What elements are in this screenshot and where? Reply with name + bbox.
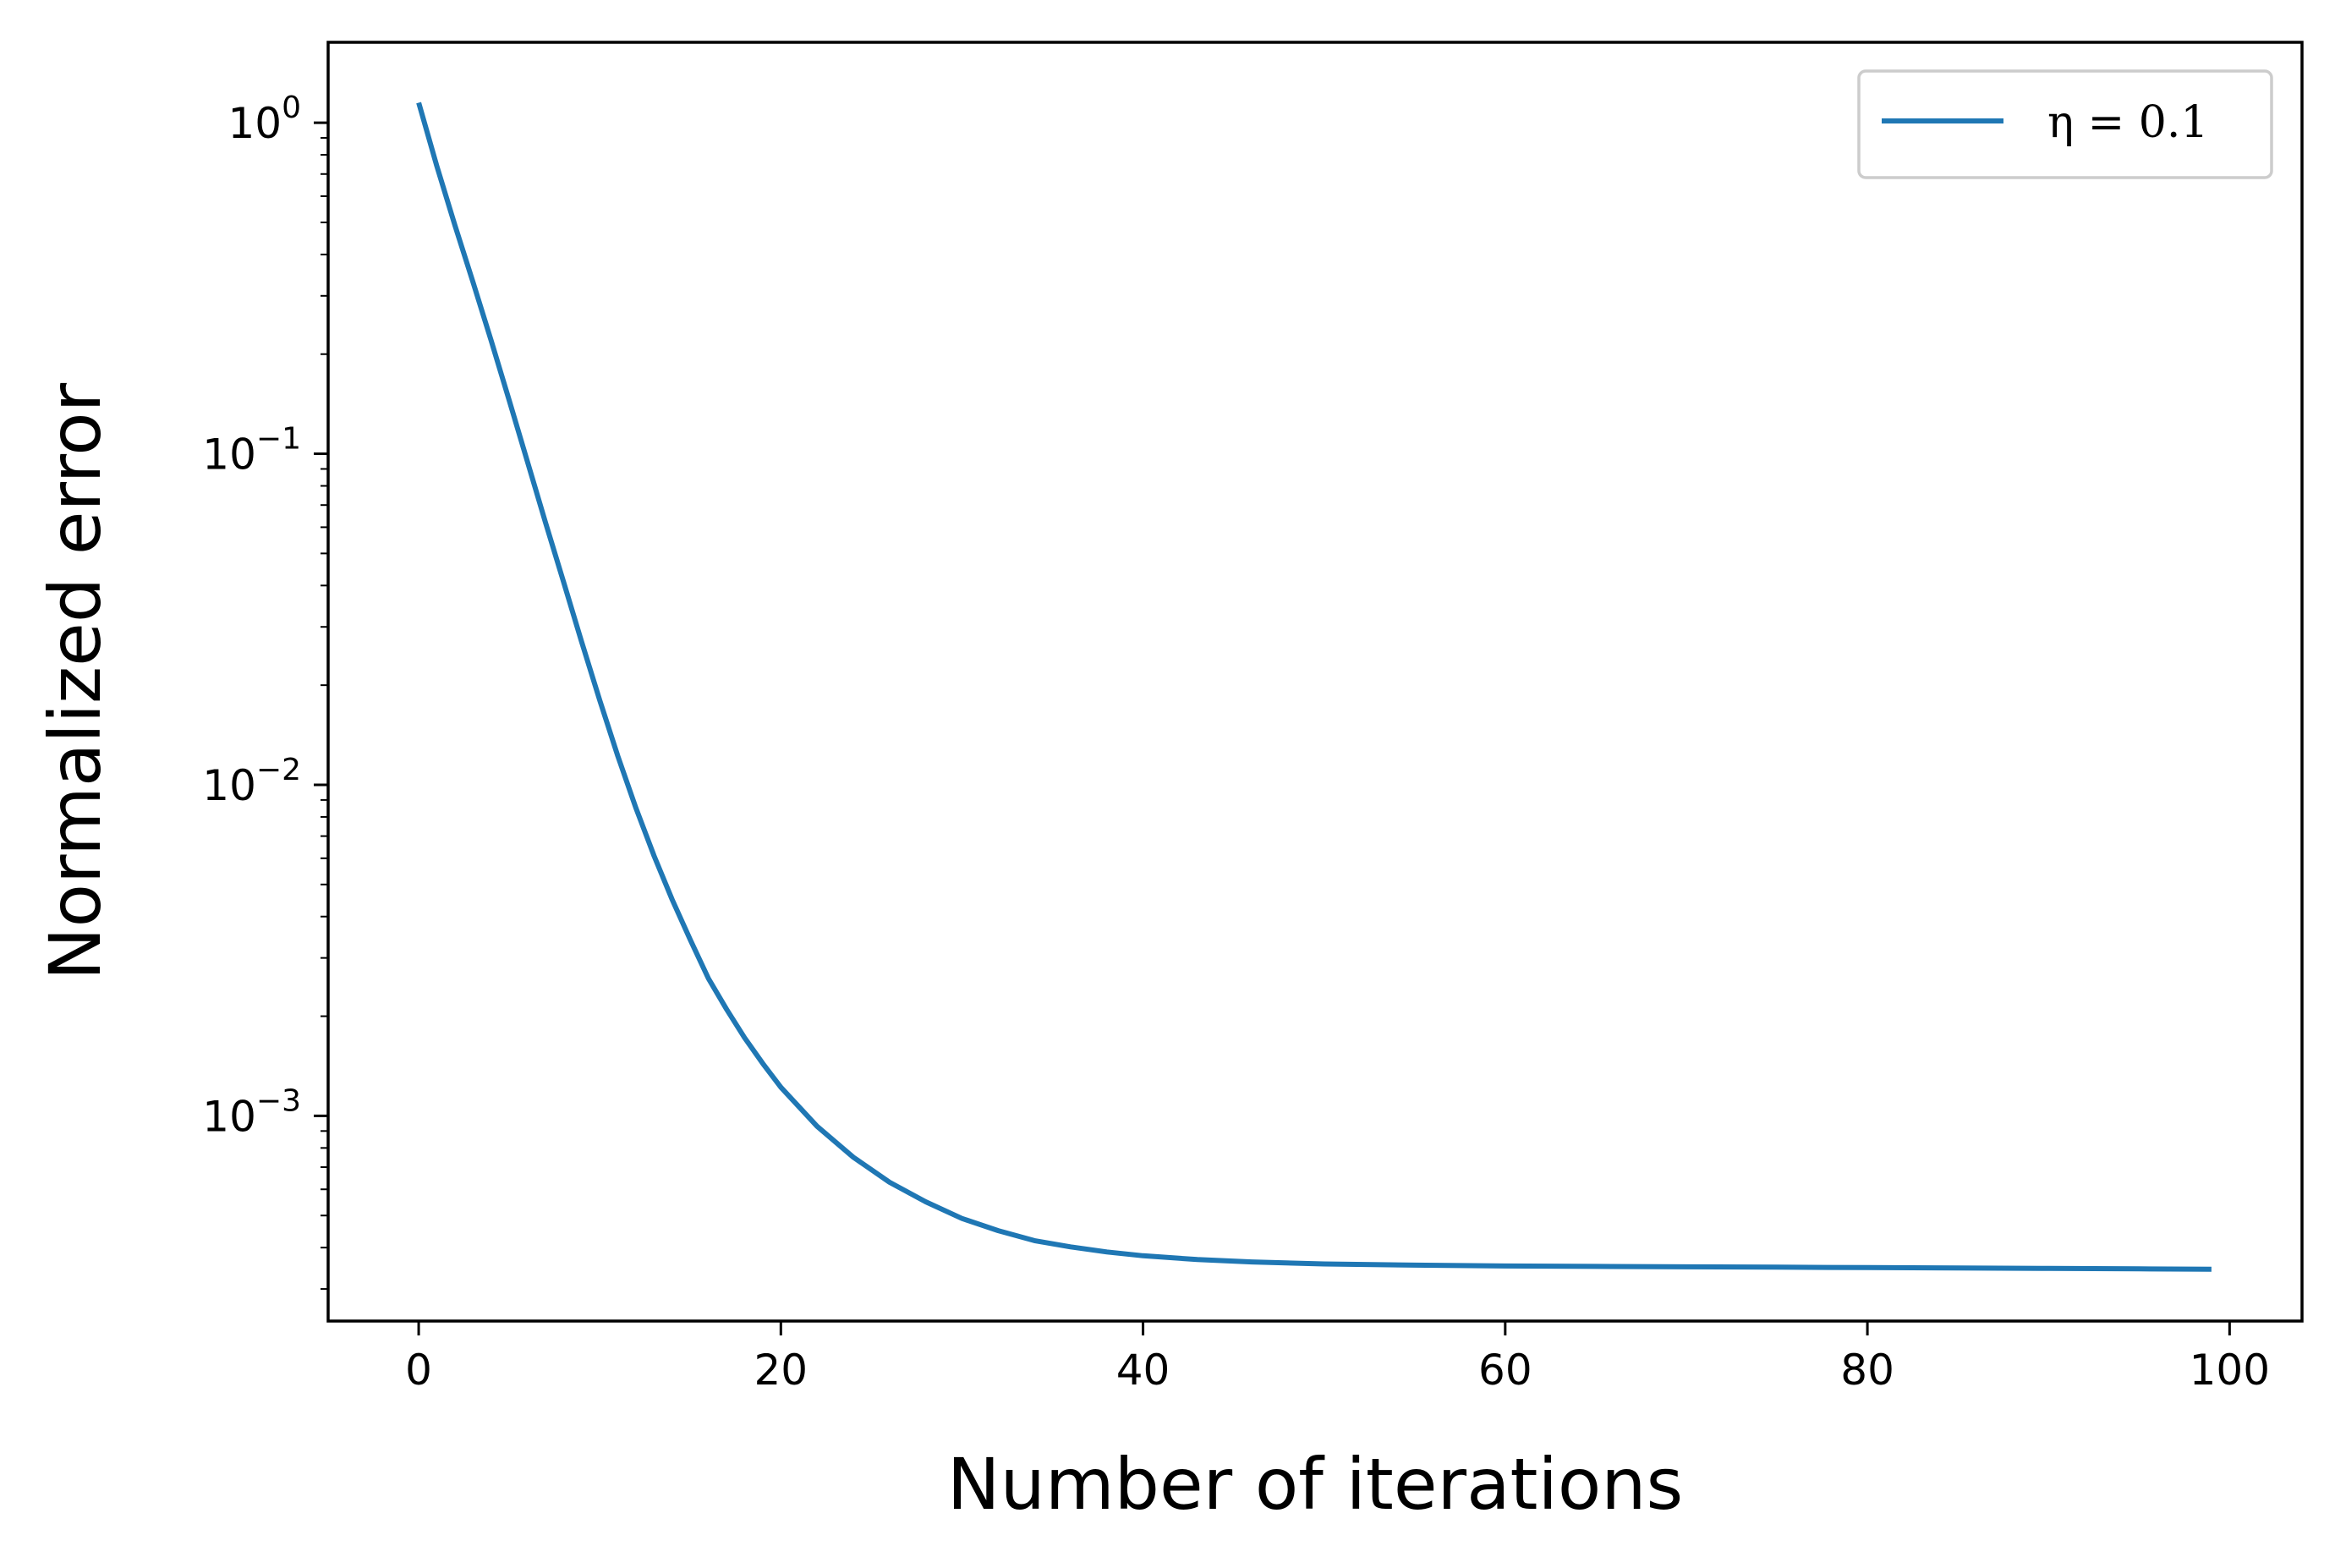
legend-label: η = 0.1 bbox=[2047, 97, 2208, 148]
y-tick-exponent: −1 bbox=[256, 422, 301, 457]
plot-area bbox=[328, 42, 2302, 1321]
y-axis-title: Normalized error bbox=[34, 382, 117, 980]
y-tick-label: 10−2 bbox=[202, 753, 301, 810]
x-tick-label: 20 bbox=[754, 1346, 808, 1395]
series-layer bbox=[416, 101, 2212, 1272]
y-tick-exponent: −2 bbox=[256, 753, 301, 787]
y-tick-base: 10 bbox=[202, 1092, 256, 1141]
series-line bbox=[416, 101, 2212, 1272]
y-tick-exponent: 0 bbox=[282, 90, 301, 125]
y-tick-label: 10−3 bbox=[202, 1083, 301, 1141]
y-tick-base: 10 bbox=[202, 761, 256, 810]
legend: η = 0.1 bbox=[1857, 69, 2273, 179]
y-tick-exponent: −3 bbox=[256, 1083, 301, 1118]
y-tick-base: 10 bbox=[227, 99, 282, 148]
x-axis-title: Number of iterations bbox=[947, 1443, 1683, 1526]
axis-ticks bbox=[314, 121, 2231, 1335]
x-tick-label: 60 bbox=[1478, 1346, 1532, 1395]
y-tick-label: 100 bbox=[227, 90, 301, 148]
x-tick-label: 40 bbox=[1116, 1346, 1170, 1395]
axes-frame bbox=[326, 41, 2304, 1323]
legend-box bbox=[1857, 69, 2273, 179]
y-tick-base: 10 bbox=[202, 430, 256, 480]
x-tick-label: 100 bbox=[2190, 1346, 2270, 1395]
x-tick-label: 80 bbox=[1840, 1346, 1894, 1395]
y-tick-label: 10−1 bbox=[202, 422, 301, 480]
x-tick-label: 0 bbox=[405, 1346, 432, 1395]
